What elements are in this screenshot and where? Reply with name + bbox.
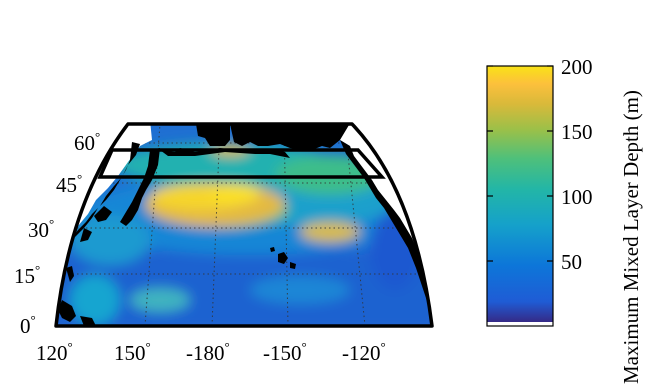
lon-label-neg150: -150°	[263, 339, 307, 365]
colorbar-tick-100: 100	[561, 185, 593, 209]
latitude-labels: 60° 45° 30° 15° 0°	[14, 129, 100, 338]
colorbar-tick-50: 50	[561, 250, 582, 274]
map-frame	[54, 122, 434, 328]
colorbar: 200 150 100 50 Maximum Mixed Layer Depth…	[486, 55, 643, 384]
colorbar-gradient	[487, 66, 553, 322]
lat-label-30: 30°	[28, 216, 54, 242]
colorbar-tick-150: 150	[561, 120, 593, 144]
lon-label-neg180: -180°	[186, 339, 230, 365]
lat-label-60: 60°	[74, 129, 100, 155]
lat-label-45: 45°	[56, 171, 82, 197]
lon-label-120: 120°	[36, 339, 73, 365]
colorbar-title: Maximum Mixed Layer Depth (m)	[619, 90, 643, 384]
lon-label-150: 150°	[114, 339, 151, 365]
lon-label-neg120: -120°	[342, 339, 386, 365]
study-region-box	[97, 148, 386, 179]
lat-label-15: 15°	[14, 262, 40, 288]
map-panel: 60° 45° 30° 15° 0° 120° 150° -180° -150°…	[14, 122, 434, 365]
lat-label-0: 0°	[20, 312, 36, 338]
longitude-labels: 120° 150° -180° -150° -120°	[36, 339, 386, 365]
colorbar-tick-200: 200	[561, 55, 593, 79]
